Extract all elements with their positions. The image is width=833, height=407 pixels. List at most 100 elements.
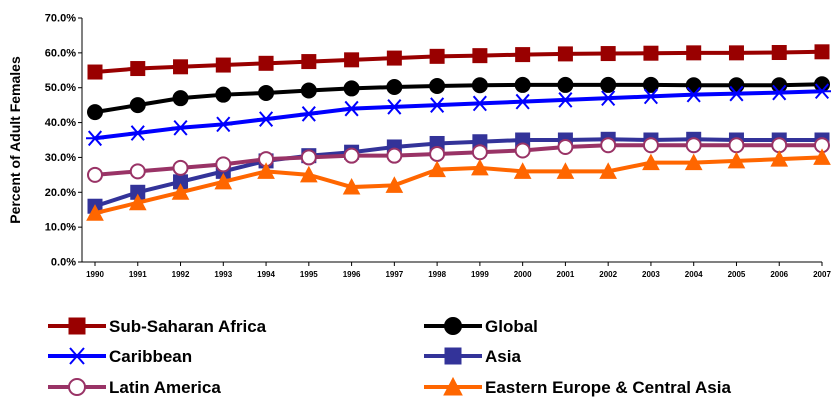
data-point-caribbean — [513, 93, 532, 110]
data-point-eastern-europe-central-asia — [813, 148, 831, 165]
data-point-latin-america — [471, 144, 488, 161]
y-tick-label: 50.0% — [45, 82, 76, 94]
data-point-caribbean — [813, 83, 831, 100]
data-point-eastern-europe-central-asia — [642, 153, 660, 171]
data-point-global — [685, 77, 702, 94]
x-tick-label: 1994 — [257, 270, 275, 279]
y-tick-label: 20.0% — [45, 187, 76, 199]
data-point-sub-saharan-africa — [386, 50, 402, 66]
series-line-global — [94, 82, 823, 115]
y-tick-label: 10.0% — [45, 222, 76, 234]
data-point-latin-america — [685, 137, 702, 154]
data-point-sub-saharan-africa — [814, 44, 830, 60]
data-point-caribbean — [128, 125, 147, 141]
data-point-sub-saharan-africa — [258, 55, 274, 71]
data-point-eastern-europe-central-asia — [214, 172, 233, 190]
series-sub-saharan-africa — [87, 44, 830, 80]
data-point-global — [514, 76, 531, 93]
x-tick-label: 1992 — [172, 270, 190, 279]
data-point-caribbean — [556, 92, 575, 108]
data-point-caribbean — [299, 105, 318, 122]
data-point-global — [557, 76, 574, 93]
x-tick-label: 1996 — [343, 270, 361, 279]
legend-marker-circle — [444, 317, 462, 335]
data-point-latin-america — [343, 147, 360, 164]
data-point-global — [129, 97, 146, 114]
data-point-caribbean — [214, 116, 233, 133]
data-point-latin-america — [728, 137, 745, 154]
data-point-latin-america — [386, 147, 403, 164]
x-tick-label: 1999 — [471, 270, 489, 279]
data-point-eastern-europe-central-asia — [86, 204, 104, 221]
data-point-global — [215, 86, 232, 103]
x-tick-label: 2003 — [642, 270, 660, 279]
data-point-caribbean — [727, 85, 746, 102]
data-point-global — [172, 90, 189, 107]
data-point-global — [600, 76, 617, 93]
data-point-sub-saharan-africa — [600, 46, 616, 62]
legend-item-sub-saharan-africa: Sub-Saharan Africa — [48, 317, 267, 336]
data-point-global — [471, 77, 488, 94]
series-line-sub-saharan-africa — [94, 49, 823, 75]
data-point-caribbean — [684, 86, 703, 103]
data-point-caribbean — [86, 130, 104, 147]
legend-item-latin-america: Latin America — [48, 378, 221, 397]
data-point-sub-saharan-africa — [215, 57, 231, 73]
legend-label: Asia — [485, 347, 521, 366]
legend-item-caribbean: Caribbean — [48, 347, 192, 366]
data-point-sub-saharan-africa — [173, 59, 189, 75]
y-tick-label: 40.0% — [45, 117, 76, 129]
data-point-sub-saharan-africa — [87, 64, 103, 80]
data-point-latin-america — [300, 149, 317, 166]
legend-label: Sub-Saharan Africa — [109, 317, 267, 336]
legend-item-asia: Asia — [424, 347, 521, 366]
legend-marker-square — [444, 347, 462, 365]
y-tick-label: 30.0% — [45, 152, 76, 164]
data-point-caribbean — [257, 111, 276, 127]
x-tick-label: 2007 — [813, 270, 831, 279]
data-point-sub-saharan-africa — [771, 45, 787, 61]
data-point-eastern-europe-central-asia — [128, 193, 147, 211]
data-point-latin-america — [514, 142, 531, 159]
data-point-eastern-europe-central-asia — [428, 160, 446, 178]
data-point-eastern-europe-central-asia — [684, 153, 703, 171]
data-point-sub-saharan-africa — [130, 61, 146, 77]
data-point-global — [300, 82, 317, 99]
legend-item-global: Global — [424, 317, 538, 336]
data-point-caribbean — [171, 119, 190, 136]
data-point-sub-saharan-africa — [472, 48, 488, 64]
data-point-global — [429, 77, 446, 94]
data-point-sub-saharan-africa — [344, 52, 360, 68]
legend-label: Global — [485, 317, 538, 336]
data-point-global — [386, 79, 403, 96]
data-point-latin-america — [642, 137, 659, 154]
data-point-eastern-europe-central-asia — [171, 183, 190, 200]
data-point-latin-america — [215, 156, 232, 173]
data-point-sub-saharan-africa — [728, 45, 744, 61]
data-point-eastern-europe-central-asia — [727, 151, 746, 169]
data-point-global — [87, 104, 103, 121]
data-point-eastern-europe-central-asia — [299, 165, 318, 183]
y-tick-label: 0.0% — [51, 257, 76, 269]
data-point-latin-america — [429, 145, 446, 162]
x-tick-label: 2002 — [599, 270, 617, 279]
data-point-global — [728, 77, 745, 94]
data-point-caribbean — [470, 95, 489, 112]
series-global — [87, 76, 830, 121]
data-point-caribbean — [641, 88, 660, 105]
data-point-sub-saharan-africa — [301, 54, 317, 70]
data-point-latin-america — [557, 138, 574, 155]
x-tick-label: 1991 — [129, 270, 147, 279]
data-point-sub-saharan-africa — [557, 46, 573, 62]
data-point-eastern-europe-central-asia — [556, 162, 575, 179]
series-line-asia — [94, 137, 822, 209]
series-caribbean — [86, 83, 831, 147]
x-tick-label: 1990 — [86, 270, 104, 279]
legend-marker-triangle — [443, 376, 463, 396]
data-point-latin-america — [87, 166, 103, 183]
data-point-caribbean — [770, 84, 789, 101]
data-point-caribbean — [342, 100, 361, 117]
data-point-global — [258, 84, 275, 101]
data-point-caribbean — [385, 99, 404, 115]
